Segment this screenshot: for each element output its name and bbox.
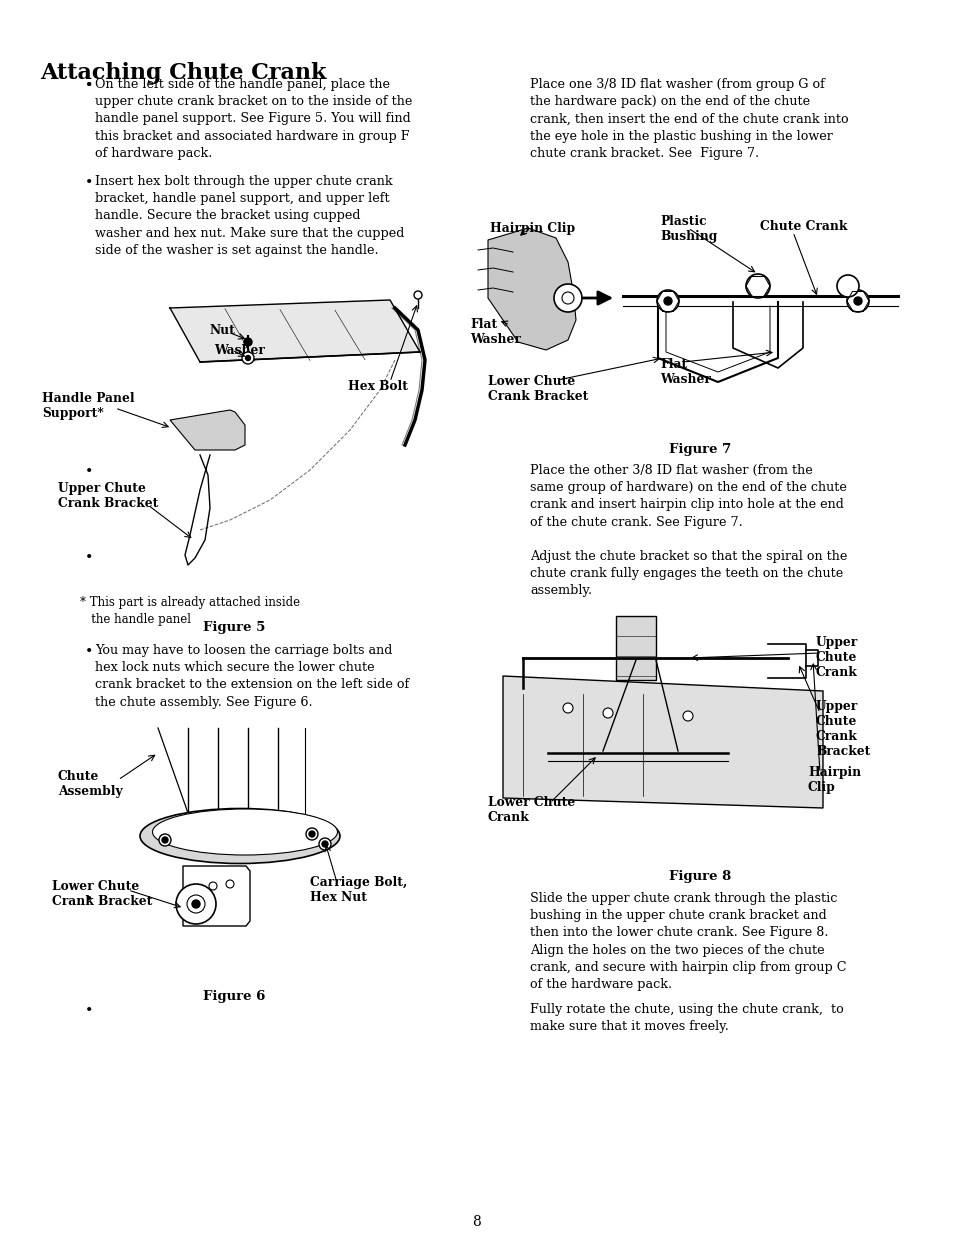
Circle shape [245, 356, 251, 361]
Text: Hairpin Clip: Hairpin Clip [490, 222, 575, 235]
Text: Figure 7: Figure 7 [668, 443, 730, 456]
Ellipse shape [140, 809, 339, 863]
Text: •: • [85, 892, 93, 906]
Circle shape [602, 708, 613, 718]
Text: •: • [85, 175, 93, 189]
Text: Handle Panel
Support*: Handle Panel Support* [42, 391, 134, 420]
Circle shape [226, 881, 233, 888]
Circle shape [554, 284, 581, 312]
Text: Place one 3/8 ID flat washer (from group G of
the hardware pack) on the end of t: Place one 3/8 ID flat washer (from group… [530, 78, 848, 159]
Text: •: • [85, 78, 93, 91]
Text: Hex Bolt: Hex Bolt [348, 380, 408, 393]
Circle shape [322, 841, 328, 847]
Circle shape [836, 275, 858, 296]
Circle shape [657, 290, 679, 312]
Polygon shape [488, 228, 576, 350]
Circle shape [209, 882, 216, 890]
Text: * This part is already attached inside
   the handle panel: * This part is already attached inside t… [80, 597, 300, 625]
Text: Insert hex bolt through the upper chute crank
bracket, handle panel support, and: Insert hex bolt through the upper chute … [95, 175, 404, 257]
Circle shape [175, 884, 215, 924]
Text: You may have to loosen the carriage bolts and
hex lock nuts which secure the low: You may have to loosen the carriage bolt… [95, 643, 409, 709]
Circle shape [242, 352, 253, 364]
Polygon shape [502, 676, 822, 808]
Text: Fully rotate the chute, using the chute crank,  to
make sure that it moves freel: Fully rotate the chute, using the chute … [530, 1003, 842, 1034]
Text: Flat
Washer: Flat Washer [470, 317, 520, 346]
Text: Place the other 3/8 ID flat washer (from the
same group of hardware) on the end : Place the other 3/8 ID flat washer (from… [530, 464, 846, 529]
Text: Hairpin
Clip: Hairpin Clip [807, 766, 861, 794]
Text: Lower Chute
Crank: Lower Chute Crank [488, 797, 575, 824]
Text: •: • [85, 643, 93, 658]
Polygon shape [170, 300, 419, 362]
Text: Lower Chute
Crank Bracket: Lower Chute Crank Bracket [488, 375, 588, 403]
Circle shape [318, 839, 331, 850]
Text: Figure 6: Figure 6 [203, 990, 265, 1003]
Ellipse shape [152, 809, 337, 855]
Text: Lower Chute
Crank Bracket: Lower Chute Crank Bracket [52, 881, 152, 908]
Text: Slide the upper chute crank through the plastic
bushing in the upper chute crank: Slide the upper chute crank through the … [530, 892, 845, 990]
Circle shape [562, 703, 573, 713]
Text: Attaching Chute Crank: Attaching Chute Crank [40, 62, 326, 84]
Circle shape [846, 290, 868, 312]
Text: Adjust the chute bracket so that the spiral on the
chute crank fully engages the: Adjust the chute bracket so that the spi… [530, 550, 846, 598]
Text: Flat
Washer: Flat Washer [659, 358, 710, 387]
Circle shape [853, 296, 862, 305]
Text: •: • [85, 464, 93, 478]
Text: Plastic
Bushing: Plastic Bushing [659, 215, 717, 243]
Text: Upper
Chute
Crank
Bracket: Upper Chute Crank Bracket [815, 700, 869, 758]
Circle shape [414, 291, 421, 299]
Circle shape [682, 711, 692, 721]
Circle shape [244, 338, 252, 346]
Circle shape [192, 900, 200, 908]
Text: 8: 8 [472, 1215, 481, 1229]
Text: Figure 5: Figure 5 [203, 621, 265, 634]
Text: Figure 8: Figure 8 [668, 869, 730, 883]
Text: Chute Crank: Chute Crank [760, 220, 846, 233]
Text: •: • [85, 78, 93, 91]
Circle shape [187, 895, 205, 913]
Circle shape [309, 831, 314, 837]
Text: Carriage Bolt,
Hex Nut: Carriage Bolt, Hex Nut [310, 876, 407, 904]
Text: Chute
Assembly: Chute Assembly [58, 769, 123, 798]
Polygon shape [183, 866, 250, 926]
Text: Upper
Chute
Crank: Upper Chute Crank [815, 636, 858, 679]
Circle shape [159, 834, 171, 846]
Polygon shape [170, 410, 245, 450]
Circle shape [561, 291, 574, 304]
Circle shape [663, 296, 671, 305]
Text: Nut: Nut [210, 324, 235, 337]
Text: Washer: Washer [213, 345, 265, 357]
Text: •: • [85, 550, 93, 564]
Circle shape [306, 827, 317, 840]
Text: Upper Chute
Crank Bracket: Upper Chute Crank Bracket [58, 482, 158, 510]
Circle shape [162, 837, 168, 844]
Polygon shape [616, 616, 656, 680]
Circle shape [745, 274, 769, 298]
Text: On the left side of the handle panel, place the
upper chute crank bracket on to : On the left side of the handle panel, pl… [95, 78, 412, 159]
Text: •: • [85, 1003, 93, 1016]
